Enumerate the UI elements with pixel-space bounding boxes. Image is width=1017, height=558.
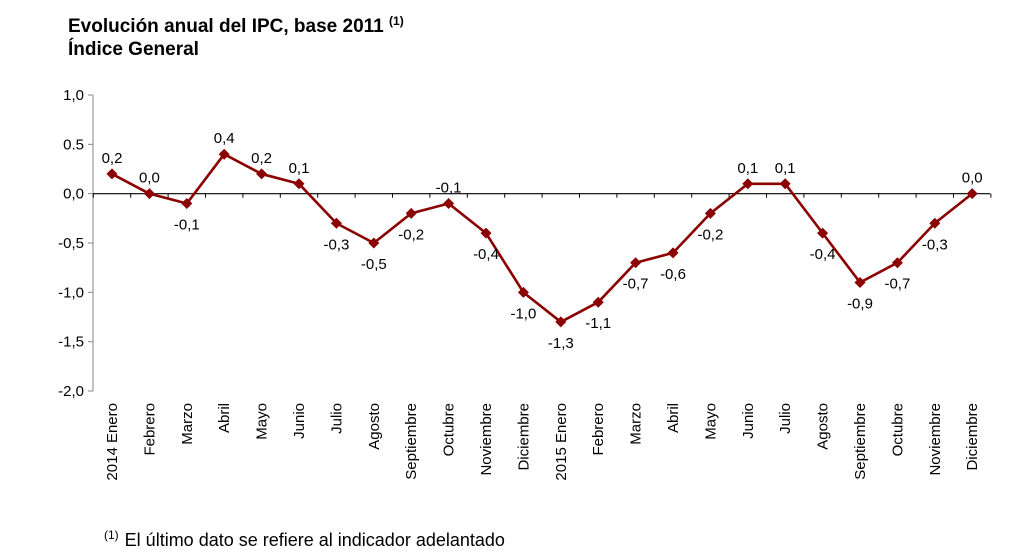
data-point bbox=[555, 316, 567, 328]
data-label: 0,2 bbox=[102, 150, 123, 167]
x-tick-label: Octubre bbox=[889, 403, 906, 456]
x-tick-label: Septiembre bbox=[852, 403, 869, 480]
data-label: 0,0 bbox=[962, 170, 983, 187]
data-point bbox=[667, 247, 679, 259]
data-point bbox=[929, 217, 941, 229]
data-point bbox=[742, 178, 754, 190]
x-tick-label: Diciembre bbox=[515, 403, 532, 471]
data-label: 0,1 bbox=[289, 160, 310, 177]
x-tick-label: Diciembre bbox=[964, 403, 981, 471]
data-label: 0,2 bbox=[251, 150, 272, 167]
data-point bbox=[293, 178, 305, 190]
data-label: -0,4 bbox=[473, 246, 499, 263]
x-tick-label: 2014 Enero bbox=[104, 403, 121, 481]
data-point bbox=[106, 168, 118, 180]
data-point bbox=[704, 207, 716, 219]
data-point bbox=[256, 168, 268, 180]
data-label: -0,3 bbox=[323, 236, 349, 253]
data-label: -0,2 bbox=[697, 226, 723, 243]
x-tick-label: Abril bbox=[665, 403, 682, 433]
data-label: -0,7 bbox=[623, 276, 649, 293]
data-label: -0,4 bbox=[810, 246, 836, 263]
line-chart: 1,0 0.5 0,0 -0,5 -1,0 -1,5 -2,0 2014 Enero Febre… bbox=[58, 87, 992, 481]
data-point bbox=[630, 257, 642, 269]
data-point bbox=[854, 276, 866, 288]
series-line bbox=[111, 152, 974, 324]
data-point bbox=[443, 198, 455, 210]
data-label: -1,1 bbox=[585, 315, 611, 332]
x-tick-label: Agosto bbox=[815, 403, 832, 450]
data-label: 0,1 bbox=[737, 160, 758, 177]
y-tick-label: -0,5 bbox=[58, 235, 84, 252]
data-label: -1,0 bbox=[510, 305, 536, 322]
x-tick-label: Abril bbox=[216, 403, 233, 433]
data-label: -0,9 bbox=[847, 295, 873, 312]
x-tick-label: Julio bbox=[777, 403, 794, 434]
x-tick-label: Septiembre bbox=[403, 403, 420, 480]
data-label: 0,1 bbox=[775, 160, 796, 177]
data-point bbox=[592, 296, 604, 308]
data-label: -0,1 bbox=[174, 217, 200, 234]
x-tick-label: Febrero bbox=[590, 403, 607, 456]
title-footnote-marker: (1) bbox=[389, 14, 404, 28]
data-label: 0,4 bbox=[214, 130, 235, 147]
data-point bbox=[181, 198, 193, 210]
x-tick-label: Marzo bbox=[179, 403, 196, 445]
x-tick-label: Julio bbox=[328, 403, 345, 434]
data-point bbox=[817, 227, 829, 239]
y-tick-label: 0.5 bbox=[63, 136, 84, 153]
data-point bbox=[517, 286, 529, 298]
x-tick-label: Marzo bbox=[628, 403, 645, 445]
data-point bbox=[779, 178, 791, 190]
y-tick-label: 0,0 bbox=[63, 186, 84, 203]
data-point bbox=[368, 237, 380, 249]
y-tick-label: -1,0 bbox=[58, 284, 84, 301]
footnote-marker: (1) bbox=[104, 528, 119, 542]
x-tick-label: Noviembre bbox=[927, 403, 944, 476]
data-point bbox=[330, 217, 342, 229]
x-tick-label: Febrero bbox=[141, 403, 158, 456]
data-point bbox=[480, 227, 492, 239]
data-point bbox=[143, 188, 155, 200]
data-label: 0,0 bbox=[139, 170, 160, 187]
data-point bbox=[218, 148, 230, 160]
x-tick-label: 2015 Enero bbox=[553, 403, 570, 481]
data-label: -0,3 bbox=[922, 236, 948, 253]
data-point bbox=[966, 188, 978, 200]
data-point bbox=[891, 257, 903, 269]
title-line-2: Índice General bbox=[68, 39, 199, 60]
x-tick-label: Junio bbox=[740, 403, 757, 439]
data-label: -0,5 bbox=[361, 256, 387, 273]
data-label: -0,7 bbox=[884, 276, 910, 293]
chart-title: Evolución anual del IPC, base 2011 (1) Í… bbox=[68, 10, 404, 61]
x-tick-label: Junio bbox=[291, 403, 308, 439]
title-line-1: Evolución anual del IPC, base 2011 bbox=[68, 16, 384, 37]
x-tick-label: Mayo bbox=[702, 403, 719, 440]
data-label: -0,6 bbox=[660, 266, 686, 283]
data-label: -1,3 bbox=[548, 335, 574, 352]
x-tick-label: Octubre bbox=[441, 403, 458, 456]
data-label: -0,1 bbox=[436, 180, 462, 197]
y-tick-label: 1,0 bbox=[63, 87, 84, 104]
data-point bbox=[405, 207, 417, 219]
y-tick-label: -1,5 bbox=[58, 334, 84, 351]
x-tick-label: Agosto bbox=[366, 403, 383, 450]
x-tick-label: Mayo bbox=[254, 403, 271, 440]
y-tick-label: -2,0 bbox=[58, 383, 84, 400]
x-tick-label: Noviembre bbox=[478, 403, 495, 476]
footnote: (1) El último dato se refiere al indicado… bbox=[104, 528, 505, 551]
data-label: -0,2 bbox=[398, 226, 424, 243]
footnote-text: El último dato se refiere al indicador a… bbox=[124, 530, 505, 550]
